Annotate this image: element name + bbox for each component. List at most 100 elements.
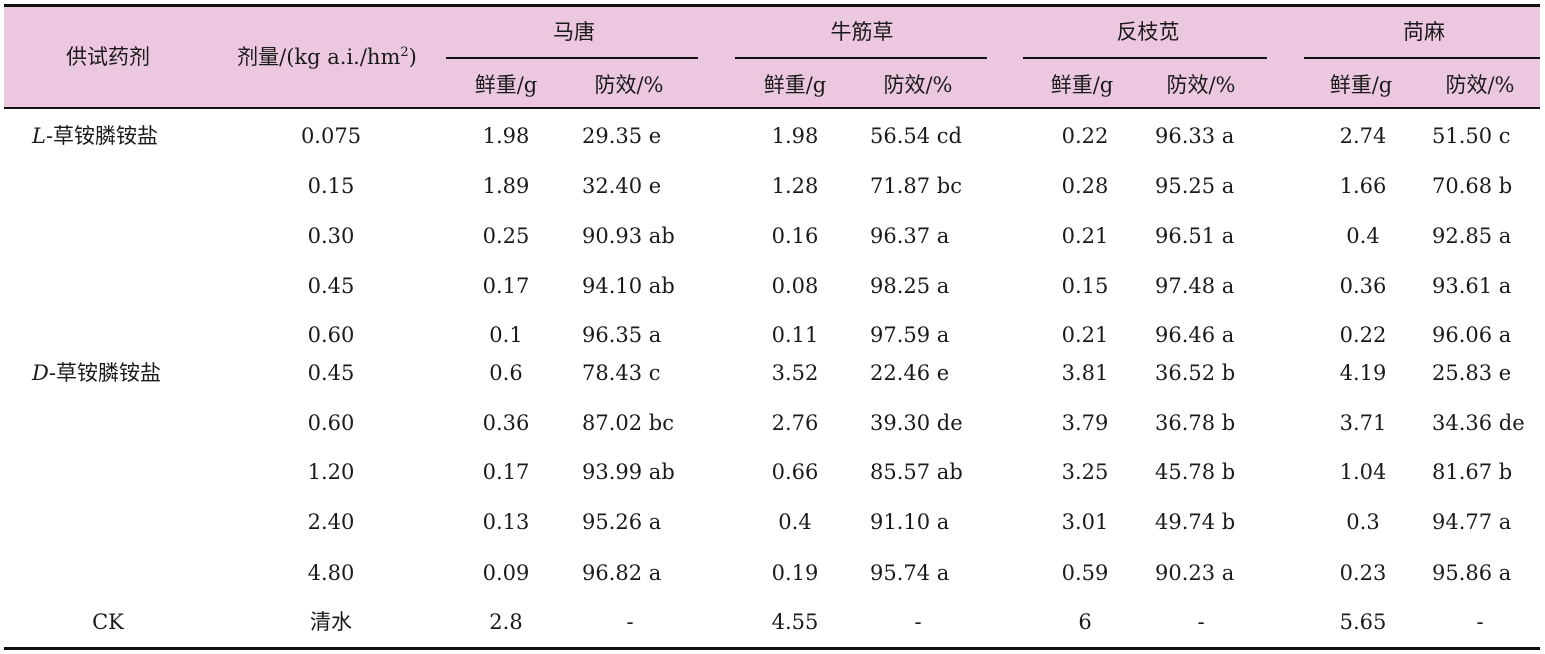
control-effect-cell: - xyxy=(914,610,922,634)
agent-d-name: -草铵膦铵盐 xyxy=(48,361,161,385)
fresh-weight-cell: 6 xyxy=(1078,610,1092,634)
control-effect-cell: 71.87 bc xyxy=(870,174,962,198)
header-dose-text: 剂量/(kg a.i./hm xyxy=(237,45,401,69)
fresh-weight-cell: 0.3 xyxy=(1346,510,1380,534)
group-rule-2 xyxy=(735,57,987,59)
control-effect-cell: 96.35 a xyxy=(582,323,662,347)
group-header-4: 苘麻 xyxy=(1403,20,1445,44)
fresh-weight-cell: 3.71 xyxy=(1339,411,1387,435)
control-effect-cell: 96.06 a xyxy=(1432,323,1512,347)
fresh-weight-cell: 2.76 xyxy=(771,411,819,435)
sub-header-effect-3: 防效/% xyxy=(1166,73,1236,97)
fresh-weight-cell: 0.11 xyxy=(771,323,819,347)
bottom-rule xyxy=(4,647,1540,650)
control-effect-cell: 49.74 b xyxy=(1155,510,1236,534)
control-effect-cell: 32.40 e xyxy=(582,174,662,198)
fresh-weight-cell: 0.1 xyxy=(489,323,523,347)
fresh-weight-cell: 0.66 xyxy=(771,460,819,484)
fresh-weight-cell: 1.66 xyxy=(1339,174,1387,198)
fresh-weight-cell: 1.04 xyxy=(1339,460,1387,484)
fresh-weight-cell: 4.55 xyxy=(771,610,819,634)
control-effect-cell: 94.77 a xyxy=(1432,510,1512,534)
fresh-weight-cell: 3.79 xyxy=(1061,411,1109,435)
fresh-weight-cell: 0.09 xyxy=(482,561,530,585)
header-dose-sup: 2 xyxy=(400,45,409,60)
sub-header-weight-3: 鲜重/g xyxy=(1050,73,1114,97)
fresh-weight-cell: 0.36 xyxy=(1339,274,1387,298)
control-effect-cell: 87.02 bc xyxy=(582,411,674,435)
control-effect-cell: 91.10 a xyxy=(870,510,950,534)
control-effect-cell: 96.51 a xyxy=(1155,224,1235,248)
agent-l-name: -草铵膦铵盐 xyxy=(45,124,159,148)
agent-l-prefix: L xyxy=(32,124,46,148)
dose-cell: 0.60 xyxy=(307,411,355,435)
fresh-weight-cell: 1.98 xyxy=(482,124,530,148)
control-effect-cell: 96.37 a xyxy=(870,224,950,248)
control-effect-cell: 96.33 a xyxy=(1155,124,1235,148)
fresh-weight-cell: 0.17 xyxy=(482,460,530,484)
fresh-weight-cell: 2.74 xyxy=(1339,124,1387,148)
fresh-weight-cell: 5.65 xyxy=(1339,610,1387,634)
control-effect-cell: 96.46 a xyxy=(1155,323,1235,347)
dose-cell: 清水 xyxy=(310,610,352,634)
header-dose-close: ) xyxy=(408,45,417,69)
fresh-weight-cell: 0.25 xyxy=(482,224,530,248)
fresh-weight-cell: 0.21 xyxy=(1061,323,1109,347)
control-effect-cell: 56.54 cd xyxy=(870,124,962,148)
fresh-weight-cell: 0.23 xyxy=(1339,561,1387,585)
dose-cell: 1.20 xyxy=(307,460,355,484)
control-effect-cell: - xyxy=(1197,610,1205,634)
control-effect-cell: 36.78 b xyxy=(1155,411,1236,435)
header-dose: 剂量/(kg a.i./hm2) xyxy=(237,45,417,69)
control-effect-cell: 78.43 c xyxy=(582,361,661,385)
control-effect-cell: - xyxy=(1476,610,1484,634)
control-effect-cell: 90.23 a xyxy=(1155,561,1235,585)
group-rule-3 xyxy=(1023,57,1267,59)
sub-header-weight-1: 鲜重/g xyxy=(474,73,538,97)
dose-cell: 0.60 xyxy=(307,323,355,347)
fresh-weight-cell: 0.59 xyxy=(1061,561,1109,585)
fresh-weight-cell: 0.15 xyxy=(1061,274,1109,298)
fresh-weight-cell: 4.19 xyxy=(1339,361,1387,385)
control-effect-cell: 97.59 a xyxy=(870,323,950,347)
dose-cell: 2.40 xyxy=(307,510,355,534)
control-effect-cell: 94.10 ab xyxy=(582,274,675,298)
control-effect-cell: 98.25 a xyxy=(870,274,950,298)
fresh-weight-cell: 1.98 xyxy=(771,124,819,148)
agent-d: D-草铵膦铵盐 xyxy=(32,363,161,384)
fresh-weight-cell: 0.21 xyxy=(1061,224,1109,248)
group-header-2: 牛筋草 xyxy=(830,20,894,44)
fresh-weight-cell: 0.22 xyxy=(1339,323,1387,347)
control-effect-cell: 97.48 a xyxy=(1155,274,1235,298)
dose-cell: 0.15 xyxy=(307,174,355,198)
sub-header-effect-1: 防效/% xyxy=(594,73,664,97)
fresh-weight-cell: 0.19 xyxy=(771,561,819,585)
fresh-weight-cell: 0.17 xyxy=(482,274,530,298)
dose-cell: 0.30 xyxy=(307,224,355,248)
control-effect-cell: - xyxy=(626,610,634,634)
agent-ck: CK xyxy=(92,610,124,634)
group-rule-4 xyxy=(1304,57,1540,59)
dose-cell: 4.80 xyxy=(307,561,355,585)
sub-header-weight-2: 鲜重/g xyxy=(763,73,827,97)
fresh-weight-cell: 0.28 xyxy=(1061,174,1109,198)
fresh-weight-cell: 2.8 xyxy=(489,610,523,634)
fresh-weight-cell: 3.25 xyxy=(1061,460,1109,484)
fresh-weight-cell: 0.16 xyxy=(771,224,819,248)
group-header-1: 马唐 xyxy=(553,20,595,44)
fresh-weight-cell: 0.22 xyxy=(1061,124,1109,148)
control-effect-cell: 25.83 e xyxy=(1432,361,1512,385)
sub-header-effect-2: 防效/% xyxy=(883,73,953,97)
dose-cell: 0.075 xyxy=(300,124,362,148)
fresh-weight-cell: 0.6 xyxy=(489,361,523,385)
control-effect-cell: 92.85 a xyxy=(1432,224,1512,248)
control-effect-cell: 95.86 a xyxy=(1432,561,1512,585)
control-effect-cell: 45.78 b xyxy=(1155,460,1236,484)
dose-cell: 0.45 xyxy=(307,361,355,385)
control-effect-cell: 93.99 ab xyxy=(582,460,675,484)
agent-d-prefix: D xyxy=(32,361,49,385)
fresh-weight-cell: 0.13 xyxy=(482,510,530,534)
control-effect-cell: 36.52 b xyxy=(1155,361,1236,385)
header-agent: 供试药剂 xyxy=(66,45,150,69)
group-header-3: 反枝苋 xyxy=(1116,20,1180,44)
